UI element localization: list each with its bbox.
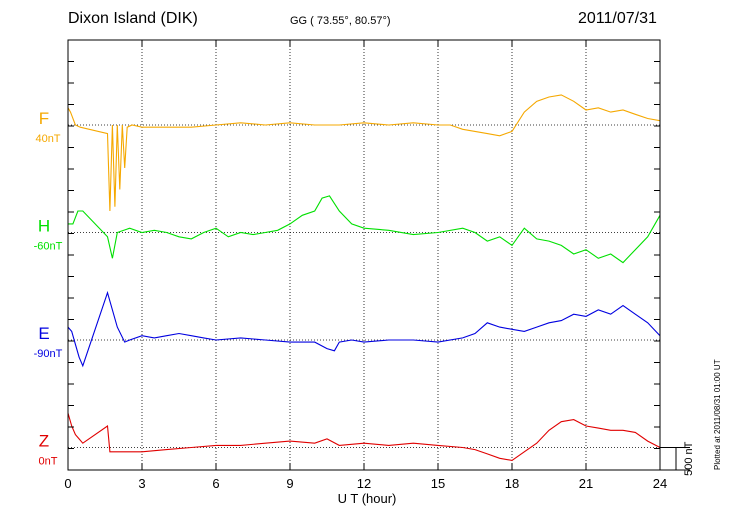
series-line-H (68, 195, 661, 264)
series-name-Z: Z (39, 432, 49, 451)
x-tick-label-15: 15 (431, 476, 445, 491)
series-offset-Z: 0nT (39, 456, 58, 468)
station-title: Dixon Island (DIK) (68, 10, 198, 27)
series-labels: F 40nT H -60nT E -90nT Z 0nT (34, 109, 63, 468)
x-axis-label: U T (hour) (338, 491, 397, 506)
series-name-E: E (38, 324, 49, 343)
x-tick-label-18: 18 (505, 476, 519, 491)
x-tick-label-6: 6 (212, 476, 219, 491)
series-offset-H: -60nT (34, 241, 63, 253)
series-name-H: H (38, 217, 50, 236)
x-tick-label-9: 9 (286, 476, 293, 491)
series-line-F (67, 94, 661, 212)
coordinates-label: GG ( 73.55°, 80.57°) (290, 15, 391, 27)
date-label: 2011/07/31 (578, 10, 657, 27)
grid (141, 40, 587, 470)
x-axis: 0 3 6 9 12 15 18 21 24 (64, 39, 667, 491)
series-name-F: F (39, 109, 49, 128)
series-line-Z (67, 412, 661, 461)
plot-frame (67, 39, 661, 471)
series-offset-F: 40nT (35, 133, 60, 145)
series-line-E (67, 290, 661, 368)
x-tick-label-3: 3 (138, 476, 145, 491)
scale-bar: 500 nT (660, 441, 695, 476)
x-tick-label-12: 12 (357, 476, 371, 491)
x-tick-label-24: 24 (653, 476, 667, 491)
series-layer (67, 94, 661, 461)
scale-bar-label: 500 nT (683, 441, 695, 476)
x-tick-label-21: 21 (579, 476, 593, 491)
x-tick-label-0: 0 (64, 476, 71, 491)
series-offset-E: -90nT (34, 348, 63, 360)
